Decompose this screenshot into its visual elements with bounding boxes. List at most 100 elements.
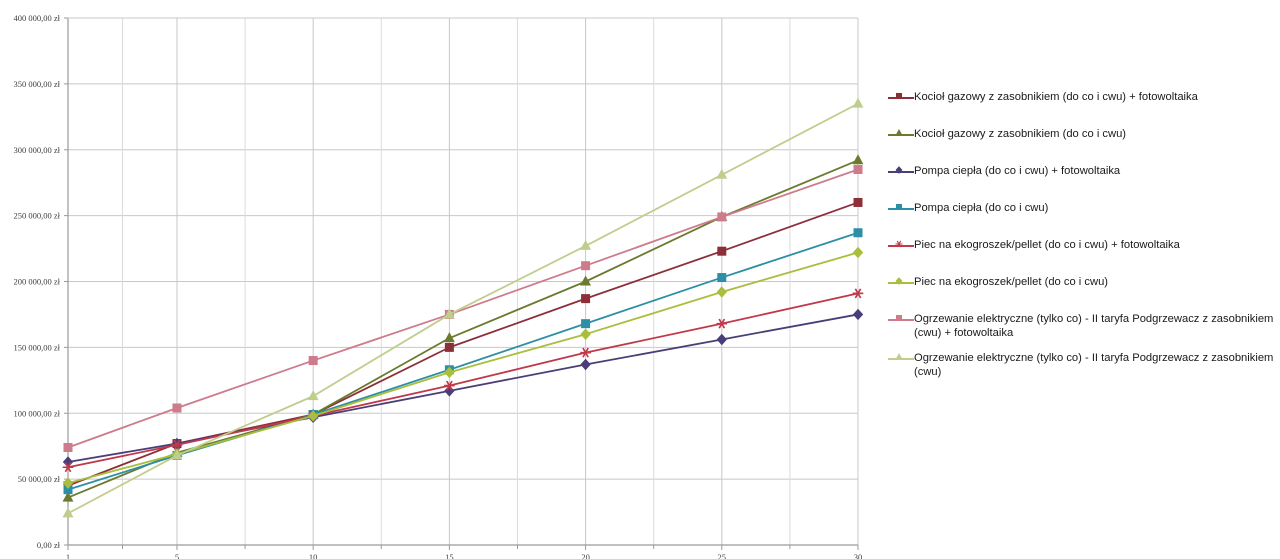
legend-item[interactable]: Piec na ekogroszek/pellet (do co i cwu) (888, 275, 1278, 289)
data-point-triangle (852, 154, 864, 165)
series-line (67, 251, 859, 484)
data-point-star (173, 439, 181, 450)
data-point-square (896, 315, 902, 321)
data-point-triangle (171, 449, 183, 460)
legend-marker-icon (888, 128, 914, 141)
data-point-triangle (895, 353, 903, 360)
legend-item[interactable]: Kocioł gazowy z zasobnikiem (do co i cwu… (888, 127, 1278, 141)
data-point-square (581, 319, 591, 329)
data-point-star (896, 240, 902, 248)
legend-marker-square-icon (896, 93, 902, 99)
data-point-triangle (580, 275, 592, 286)
data-point-triangle (62, 491, 74, 502)
data-point-square (853, 197, 863, 207)
y-axis-tick-label: 400 000,00 zł (13, 13, 60, 23)
data-point-diamond (62, 456, 74, 468)
data-point-triangle (443, 332, 455, 343)
legend-marker-icon (888, 91, 914, 104)
data-point-square (896, 204, 902, 210)
legend-item-label: Kocioł gazowy z zasobnikiem (do co i cwu… (914, 91, 1198, 103)
legend-marker-icon (888, 352, 914, 365)
series-7 (62, 97, 864, 518)
data-point-square (717, 273, 727, 283)
legend-marker-star-icon (895, 240, 903, 248)
legend-item-label: Kocioł gazowy z zasobnikiem (do co i cwu… (914, 128, 1127, 140)
data-point-diamond (852, 308, 864, 321)
legend-marker-diamond-icon (895, 166, 903, 174)
legend-item[interactable]: Pompa ciepła (do co i cwu) (888, 201, 1278, 215)
data-point-square (581, 294, 591, 304)
data-point-triangle (716, 168, 728, 179)
data-point-diamond (444, 366, 455, 379)
data-point-triangle (852, 97, 864, 108)
legend-item-label: Pompa ciepła (do co i cwu) (914, 202, 1049, 214)
data-point-diamond (307, 410, 319, 422)
data-point-triangle (307, 390, 319, 401)
data-point-square (444, 342, 454, 352)
data-point-diamond (852, 246, 864, 259)
data-point-triangle (895, 129, 903, 136)
data-point-diamond (580, 358, 591, 371)
legend-item-label: Pompa ciepła (do co i cwu) + fotowoltaik… (914, 165, 1121, 177)
y-axis-tick-label: 300 000,00 zł (13, 145, 60, 155)
legend-item[interactable]: Ogrzewanie elektryczne (tylko co) - II t… (888, 312, 1278, 340)
data-point-square (581, 261, 591, 271)
y-axis-tick-label: 0,00 zł (37, 540, 61, 550)
data-point-square (308, 356, 318, 366)
data-point-triangle (62, 507, 74, 518)
data-point-diamond (580, 328, 591, 340)
data-point-square (172, 403, 182, 413)
x-axis-tick-label: 1 (66, 552, 70, 559)
data-point-diamond (895, 166, 903, 174)
series-0 (63, 197, 863, 491)
legend-marker-triangle-icon (895, 129, 903, 136)
legend-item[interactable]: Kocioł gazowy z zasobnikiem (do co i cwu… (888, 90, 1278, 104)
legend-item[interactable]: Pompa ciepła (do co i cwu) + fotowoltaik… (888, 164, 1278, 178)
legend-item[interactable]: Ogrzewanie elektryczne (tylko co) - II t… (888, 351, 1278, 379)
data-point-triangle (443, 308, 455, 319)
data-point-square (896, 93, 902, 99)
data-point-diamond (716, 286, 727, 298)
legend-marker-icon (888, 165, 914, 178)
x-axis-tick-label: 5 (175, 552, 179, 559)
series-line (67, 313, 859, 463)
legend-marker-icon (888, 239, 914, 252)
data-point-square (853, 228, 863, 238)
data-point-diamond (62, 477, 74, 489)
legend-marker-icon (888, 276, 914, 289)
data-point-square (717, 212, 727, 222)
data-point-diamond (716, 333, 727, 346)
legend-item-label: Ogrzewanie elektryczne (tylko co) - II t… (914, 352, 1274, 378)
legend-marker-icon (888, 313, 914, 326)
x-axis-tick-label: 15 (445, 552, 454, 559)
data-point-diamond (895, 277, 903, 285)
legend-item-label: Piec na ekogroszek/pellet (do co i cwu) … (914, 239, 1180, 251)
x-axis-tick-label: 30 (854, 552, 863, 559)
data-point-star (854, 288, 862, 299)
data-point-triangle (580, 239, 592, 250)
legend-item-label: Ogrzewanie elektryczne (tylko co) - II t… (914, 313, 1274, 339)
data-point-square (853, 165, 863, 175)
legend-marker-triangle-icon (895, 353, 903, 360)
x-axis-tick-label: 20 (581, 552, 590, 559)
x-axis-tick-label: 10 (309, 552, 318, 559)
x-axis-tick-label: 25 (718, 552, 727, 559)
y-axis-tick-label: 100 000,00 zł (13, 408, 60, 418)
data-point-square (63, 443, 73, 453)
y-axis-tick-label: 50 000,00 zł (18, 474, 61, 484)
y-axis-tick-label: 350 000,00 zł (13, 79, 60, 89)
y-axis-tick-label: 200 000,00 zł (13, 277, 60, 287)
legend-item[interactable]: Piec na ekogroszek/pellet (do co i cwu) … (888, 238, 1278, 252)
y-axis-tick-label: 250 000,00 zł (13, 211, 60, 221)
legend-marker-diamond-icon (895, 277, 903, 285)
series-4 (62, 288, 864, 473)
chart-legend: Kocioł gazowy z zasobnikiem (do co i cwu… (888, 90, 1278, 390)
data-point-star (582, 347, 589, 358)
data-point-diamond (444, 385, 455, 397)
series-5 (62, 246, 864, 489)
series-1 (62, 154, 864, 502)
series-line (67, 102, 859, 515)
data-point-star (64, 462, 72, 473)
